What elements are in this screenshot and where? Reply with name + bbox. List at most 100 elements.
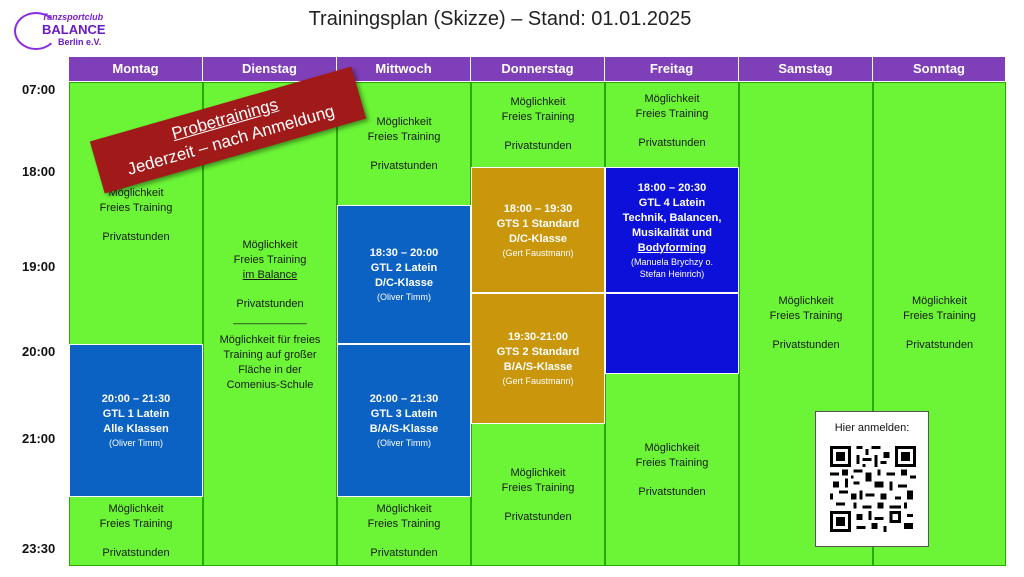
class-group: D/C-Klasse xyxy=(374,277,434,289)
header-donnerstag: Donnerstag xyxy=(471,57,605,81)
class-trainer: Stefan Heinrich) xyxy=(639,268,705,279)
class-group: B/A/S-Klasse xyxy=(503,361,573,373)
class-name: GTL 4 Latein xyxy=(638,196,706,209)
class-block-gtl2: 18:30 – 20:00 GTL 2 Latein D/C-Klasse (O… xyxy=(337,205,471,344)
class-name: GTL 2 Latein xyxy=(370,262,438,274)
class-trainer: (Gert Faustmann) xyxy=(502,247,574,258)
logo-line-1: Tanzsportclub xyxy=(42,12,104,22)
class-time: 20:00 – 21:30 xyxy=(369,393,439,405)
free-training-cell: Möglichkeit Freies Training im Balance P… xyxy=(203,238,337,410)
class-group: B/A/S-Klasse xyxy=(369,423,439,435)
class-time: 20:00 – 21:30 xyxy=(101,393,171,405)
header-sonntag: Sonntag xyxy=(873,57,1006,81)
time-label: 21:00 xyxy=(22,431,56,446)
cell-text: Privatstunden xyxy=(102,546,170,559)
cell-text: Comenius-Schule xyxy=(226,379,314,391)
cell-text: Privatstunden xyxy=(638,485,706,498)
cell-text: Freies Training xyxy=(367,130,441,143)
time-label: 20:00 xyxy=(22,344,56,359)
logo-line-3: Berlin e.V. xyxy=(58,37,102,47)
class-desc: Bodyforming xyxy=(637,241,707,254)
class-block-gtl4-continued xyxy=(605,293,739,374)
class-time: 18:00 – 19:30 xyxy=(503,202,573,215)
cell-text: Möglichkeit xyxy=(510,466,566,479)
class-time: 19:30-21:00 xyxy=(508,331,568,343)
cell-text: Freies Training xyxy=(903,309,976,322)
free-training-cell: Möglichkeit Freies Training Privatstunde… xyxy=(739,288,873,358)
cell-text: Freies Training xyxy=(635,107,709,120)
class-name: GTS 2 Standard xyxy=(496,346,580,358)
header-samstag: Samstag xyxy=(739,57,873,81)
cell-text: Freies Training xyxy=(501,110,575,123)
time-label: 19:00 xyxy=(22,259,56,274)
class-desc: Musikalität und xyxy=(631,226,713,239)
free-training-cell: Möglichkeit Freies Training Privatstunde… xyxy=(337,498,471,564)
time-label: 07:00 xyxy=(22,82,56,97)
cell-text: Möglichkeit xyxy=(108,502,164,515)
qr-code-icon[interactable] xyxy=(830,446,916,532)
page-title: Trainingsplan (Skizze) – Stand: 01.01.20… xyxy=(308,8,692,30)
class-name: GTL 1 Latein xyxy=(102,408,170,420)
cell-text: Möglichkeit xyxy=(376,502,432,515)
class-block-gtl1: 20:00 – 21:30 GTL 1 Latein Alle Klassen … xyxy=(69,344,203,497)
cell-text: Training auf großer xyxy=(223,349,317,361)
class-block-gts2: 19:30-21:00 GTS 2 Standard B/A/S-Klasse … xyxy=(471,293,605,424)
class-trainer: (Oliver Timm) xyxy=(377,292,431,302)
cell-text: Möglichkeit für freies xyxy=(219,334,321,346)
cell-text: Freies Training xyxy=(769,309,843,322)
free-training-cell: Möglichkeit Freies Training Privatstunde… xyxy=(605,86,739,156)
cell-text: Privatstunden xyxy=(370,159,438,172)
cell-text: Möglichkeit xyxy=(778,294,834,307)
class-block-gts1: 18:00 – 19:30 GTS 1 Standard D/C-Klasse … xyxy=(471,167,605,293)
class-trainer: (Oliver Timm) xyxy=(377,438,431,448)
cell-text: Privatstunden xyxy=(638,136,706,149)
cell-text: Möglichkeit xyxy=(644,92,700,105)
class-name: GTL 3 Latein xyxy=(370,408,438,420)
class-trainer: (Manuela Brychzy o. xyxy=(630,256,714,267)
class-time: 18:30 – 20:00 xyxy=(369,247,439,259)
cell-text: Möglichkeit xyxy=(108,186,164,199)
free-training-cell: Möglichkeit Freies Training Privatstunde… xyxy=(337,108,471,180)
club-logo: Tanzsportclub BALANCE Berlin e.V. xyxy=(14,10,106,50)
free-training-cell: Möglichkeit Freies Training Privatstunde… xyxy=(471,460,605,530)
cell-text: Möglichkeit xyxy=(376,115,432,128)
class-block-gtl3: 20:00 – 21:30 GTL 3 Latein B/A/S-Klasse … xyxy=(337,344,471,497)
cell-text: Freies Training xyxy=(99,201,173,214)
class-name: GTS 1 Standard xyxy=(496,217,580,230)
header-freitag: Freitag xyxy=(605,57,739,81)
signup-qr-box[interactable]: Hier anmelden: xyxy=(815,411,929,547)
cell-text: im Balance xyxy=(242,269,298,281)
cell-text: Freies Training xyxy=(501,481,575,494)
class-group: D/C-Klasse xyxy=(508,232,568,245)
cell-text: Möglichkeit xyxy=(242,239,298,251)
cell-text: Privatstunden xyxy=(370,546,438,559)
cell-text: Freies Training xyxy=(233,254,307,266)
cell-text: Fläche in der xyxy=(238,364,302,376)
time-label: 23:30 xyxy=(22,541,56,556)
logo-line-2: BALANCE xyxy=(42,22,106,37)
separator: ____________ xyxy=(233,313,307,325)
free-training-cell: Möglichkeit Freies Training Privatstunde… xyxy=(69,175,203,255)
header-mittwoch: Mittwoch xyxy=(337,57,471,81)
cell-text: Möglichkeit xyxy=(510,95,566,108)
cell-text: Möglichkeit xyxy=(644,441,700,454)
class-trainer: (Gert Faustmann) xyxy=(502,376,574,386)
column-dienstag xyxy=(203,82,337,566)
time-label: 18:00 xyxy=(22,164,56,179)
class-group: Alle Klassen xyxy=(103,423,169,435)
free-training-cell: Möglichkeit Freies Training Privatstunde… xyxy=(69,498,203,564)
class-block-gtl4: 18:00 – 20:30 GTL 4 Latein Technik, Bala… xyxy=(605,167,739,293)
cell-text: Freies Training xyxy=(635,456,709,469)
cell-text: Privatstunden xyxy=(102,230,170,243)
free-training-cell: Möglichkeit Freies Training Privatstunde… xyxy=(471,88,605,160)
cell-text: Privatstunden xyxy=(905,338,974,351)
cell-text: Möglichkeit xyxy=(911,294,968,307)
qr-label: Hier anmelden: xyxy=(834,422,910,434)
cell-text: Privatstunden xyxy=(504,510,572,523)
free-training-cell: Möglichkeit Freies Training Privatstunde… xyxy=(873,288,1006,358)
class-desc: Technik, Balancen, xyxy=(622,211,722,224)
cell-text: Privatstunden xyxy=(772,338,840,351)
logo-ring xyxy=(14,12,58,50)
free-training-cell: Möglichkeit Freies Training Privatstunde… xyxy=(605,435,739,505)
cell-text: Privatstunden xyxy=(504,139,572,152)
